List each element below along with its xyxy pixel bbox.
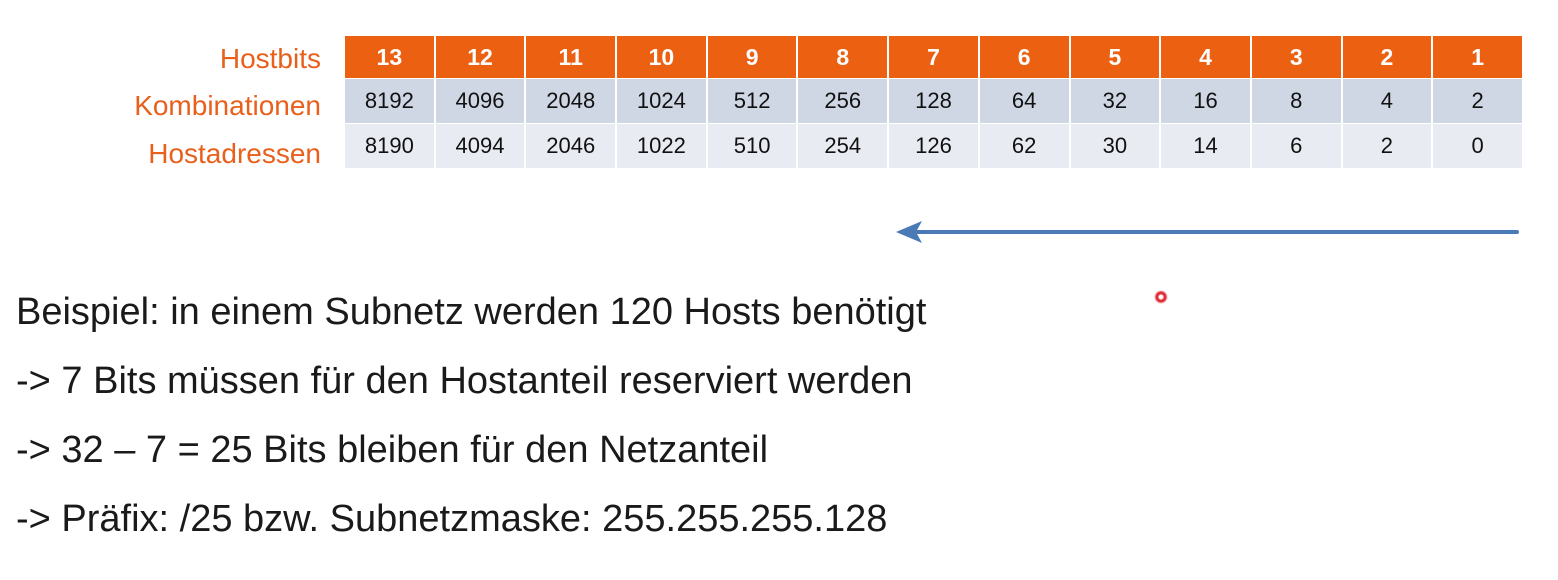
cursor-dot-icon: [1154, 290, 1168, 304]
hostadressen-cell: 2046: [526, 124, 616, 168]
left-arrow-icon: [896, 221, 1519, 243]
hostbits-cell: 10: [617, 36, 706, 78]
hostadressen-cell: 62: [979, 124, 1069, 168]
hostadressen-cell: 254: [798, 124, 888, 168]
kombinationen-cell: 2048: [526, 79, 616, 123]
kombinationen-cell: 1024: [617, 79, 706, 123]
kombinationen-cell: 16: [1161, 79, 1250, 123]
kombinationen-cell: 64: [979, 79, 1069, 123]
hostadressen-cell: 8190: [345, 124, 434, 168]
kombinationen-cell: 128: [889, 79, 978, 123]
hostadressen-cell: 126: [889, 124, 978, 168]
hostadressen-cell: 510: [707, 124, 797, 168]
hostbits-cell: 4: [1161, 36, 1250, 78]
hostadressen-cell: 6: [1251, 124, 1341, 168]
hostadressen-cell: 14: [1161, 124, 1250, 168]
hostbits-cell: 2: [1342, 36, 1432, 78]
hostadressen-cell: 4094: [435, 124, 525, 168]
hostbits-cell: 12: [435, 36, 525, 78]
hostbits-cell: 13: [345, 36, 434, 78]
hostbits-cell: 7: [889, 36, 978, 78]
row-label-hostadressen: Hostadressen: [148, 138, 321, 169]
hostbits-cell: 8: [798, 36, 888, 78]
kombinationen-cell: 8192: [345, 79, 434, 123]
hostbits-cell: 6: [979, 36, 1069, 78]
example-line-1: Beispiel: in einem Subnetz werden 120 Ho…: [16, 291, 927, 333]
example-line-3: -> 32 – 7 = 25 Bits bleiben für den Netz…: [16, 429, 769, 471]
hostbits-cell: 5: [1070, 36, 1160, 78]
kombinationen-cell: 2: [1433, 79, 1522, 123]
hostbits-cell: 1: [1433, 36, 1522, 78]
row-label-hostbits: Hostbits: [219, 43, 321, 74]
kombinationen-row: 8192 4096 2048 1024 512 256 128 64 32 16…: [345, 79, 1522, 123]
kombinationen-cell: 256: [798, 79, 888, 123]
row-label-kombinationen: Kombinationen: [134, 90, 321, 121]
example-line-4: -> Präfix: /25 bzw. Subnetzmaske: 255.25…: [16, 498, 888, 540]
hostbits-cell: 11: [526, 36, 616, 78]
hostbits-row: 13 12 11 10 9 8 7 6 5 4 3 2 1: [345, 36, 1522, 78]
hostbits-cell: 3: [1251, 36, 1341, 78]
example-line-2: -> 7 Bits müssen für den Hostanteil rese…: [16, 360, 913, 402]
kombinationen-cell: 32: [1070, 79, 1160, 123]
kombinationen-cell: 512: [707, 79, 797, 123]
hostadressen-cell: 2: [1342, 124, 1432, 168]
hostbits-table: 13 12 11 10 9 8 7 6 5 4 3 2 1 8192 4096 …: [343, 35, 1524, 169]
kombinationen-cell: 4: [1342, 79, 1432, 123]
kombinationen-cell: 8: [1251, 79, 1341, 123]
hostadressen-cell: 1022: [617, 124, 706, 168]
hostbits-cell: 9: [707, 36, 797, 78]
hostadressen-cell: 30: [1070, 124, 1160, 168]
kombinationen-cell: 4096: [435, 79, 525, 123]
hostadressen-row: 8190 4094 2046 1022 510 254 126 62 30 14…: [345, 124, 1522, 168]
hostadressen-cell: 0: [1433, 124, 1522, 168]
